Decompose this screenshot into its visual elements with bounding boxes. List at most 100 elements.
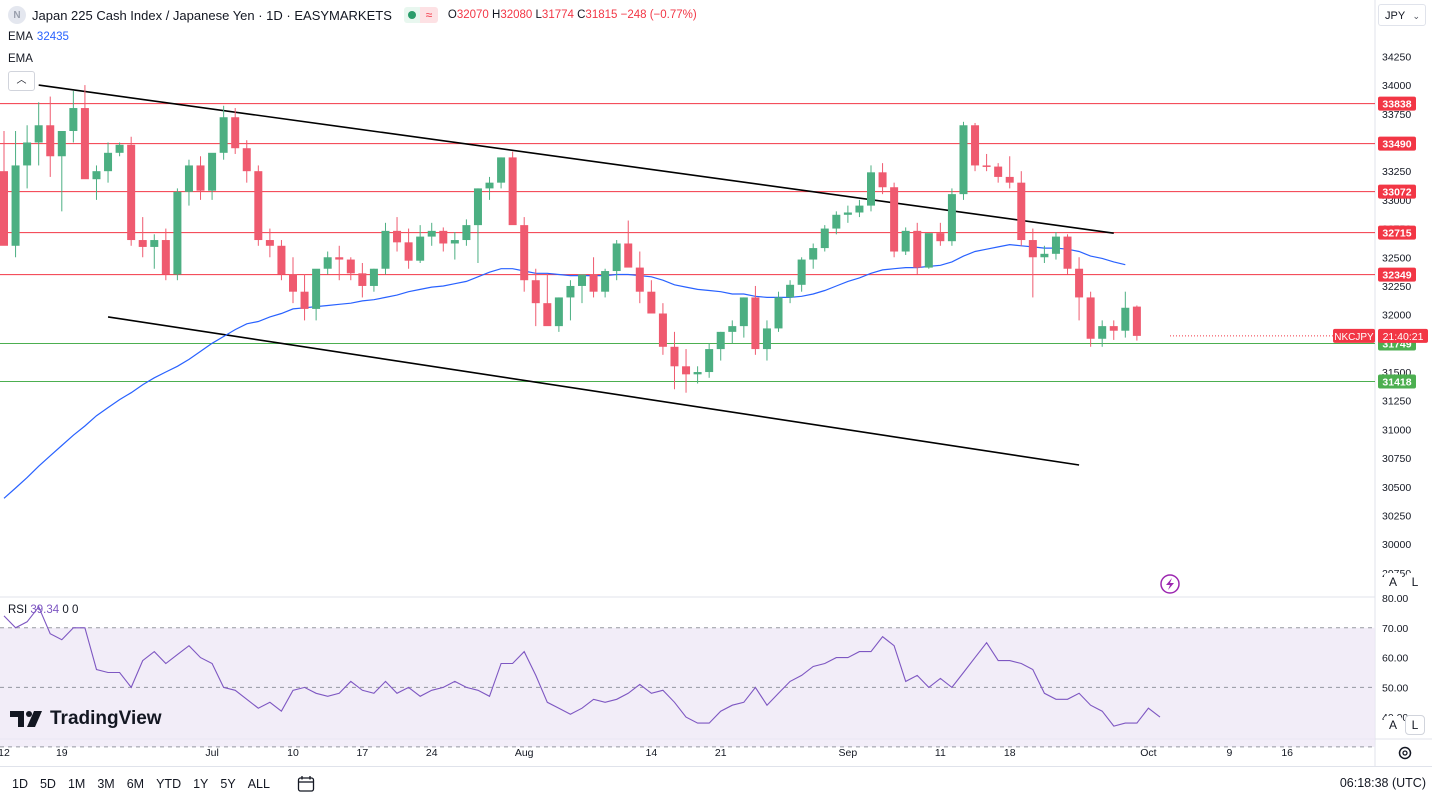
gear-icon[interactable] [1396, 744, 1414, 762]
candle[interactable] [982, 153, 991, 172]
utc-clock[interactable]: 06:18:38 (UTC) [1339, 776, 1426, 790]
candle[interactable] [57, 131, 66, 212]
candle[interactable] [566, 280, 575, 321]
candle[interactable] [1028, 228, 1037, 298]
rsi-auto-scale-button[interactable]: A [1384, 716, 1402, 734]
candle[interactable] [728, 320, 737, 344]
candle[interactable] [867, 165, 875, 212]
candle[interactable] [184, 159, 193, 206]
candle[interactable] [716, 331, 725, 361]
range-6m[interactable]: 6M [126, 777, 145, 791]
candle[interactable] [890, 182, 899, 258]
auto-scale-button[interactable]: A [1384, 573, 1402, 591]
candle[interactable] [797, 257, 806, 292]
candle[interactable] [138, 217, 147, 258]
candle[interactable] [1121, 291, 1130, 338]
candle[interactable] [971, 122, 980, 172]
ema-legend-2[interactable]: EMA [8, 53, 33, 65]
candle[interactable] [786, 280, 795, 304]
candle[interactable] [127, 136, 136, 246]
candle[interactable] [1086, 291, 1095, 347]
candle[interactable] [658, 303, 667, 355]
candle[interactable] [543, 274, 552, 327]
candle[interactable] [346, 257, 355, 281]
candle[interactable] [1075, 257, 1084, 321]
candle[interactable] [161, 228, 170, 281]
candle[interactable] [554, 297, 563, 332]
candle[interactable] [69, 90, 78, 143]
candle[interactable] [1051, 232, 1060, 260]
candle[interactable] [473, 188, 482, 263]
range-1m[interactable]: 1M [67, 777, 86, 791]
candle[interactable] [393, 217, 402, 252]
candle[interactable] [219, 105, 228, 160]
candle[interactable] [427, 222, 436, 246]
candle[interactable] [612, 240, 621, 281]
range-3m[interactable]: 3M [97, 777, 115, 791]
candle[interactable] [647, 280, 656, 314]
candle[interactable] [635, 251, 644, 304]
candle[interactable] [682, 349, 691, 393]
candle[interactable] [578, 274, 586, 304]
candle[interactable] [994, 163, 1003, 183]
market-status[interactable]: ≈ [403, 7, 438, 23]
candle[interactable] [208, 152, 217, 200]
candle[interactable] [265, 228, 274, 258]
candle[interactable] [300, 274, 309, 321]
candle[interactable] [774, 291, 783, 332]
lightning-icon[interactable] [1160, 574, 1180, 594]
candle[interactable] [624, 220, 633, 268]
candle[interactable] [497, 157, 506, 189]
candle[interactable] [959, 121, 968, 200]
candle[interactable] [1040, 245, 1049, 263]
trendline[interactable] [107, 316, 1080, 466]
candle[interactable] [196, 156, 205, 200]
candle[interactable] [589, 257, 598, 298]
rsi-line[interactable] [3, 605, 1161, 727]
candle[interactable] [115, 142, 124, 157]
candle[interactable] [485, 176, 494, 200]
candle[interactable] [601, 268, 610, 298]
candle[interactable] [0, 131, 8, 246]
range-5y[interactable]: 5Y [220, 777, 236, 791]
range-all[interactable]: ALL [247, 777, 270, 791]
candle[interactable] [705, 343, 714, 378]
range-1y[interactable]: 1Y [193, 777, 209, 791]
candle[interactable] [936, 222, 945, 246]
candle[interactable] [843, 205, 852, 223]
candle[interactable] [693, 366, 702, 384]
candle[interactable] [947, 188, 956, 246]
candle[interactable] [104, 142, 113, 183]
range-1d[interactable]: 1D [12, 777, 28, 791]
candle[interactable] [46, 96, 55, 177]
candle[interactable] [878, 163, 887, 195]
candle[interactable] [832, 211, 841, 235]
candle[interactable] [335, 245, 344, 281]
candle[interactable] [809, 243, 818, 269]
candle[interactable] [80, 85, 89, 180]
range-ytd[interactable]: YTD [156, 777, 182, 791]
candle[interactable] [462, 219, 471, 246]
candle[interactable] [277, 240, 286, 281]
candle[interactable] [323, 251, 332, 275]
candle[interactable] [1063, 234, 1072, 275]
candle[interactable] [358, 262, 367, 298]
candle[interactable] [762, 320, 771, 361]
candle[interactable] [23, 125, 32, 189]
candle[interactable] [381, 222, 390, 275]
candle[interactable] [173, 188, 182, 281]
ema-line[interactable] [3, 243, 1126, 499]
candle[interactable] [404, 228, 413, 269]
candle[interactable] [289, 257, 297, 304]
candle[interactable] [820, 225, 829, 252]
rsi-legend[interactable]: RSI 39.34 0 0 [8, 604, 79, 616]
currency-select[interactable]: JPY ⌄ [1378, 4, 1426, 26]
candle[interactable] [34, 102, 43, 166]
candle[interactable] [231, 108, 240, 154]
candle[interactable] [520, 217, 529, 292]
candle[interactable] [1132, 305, 1141, 341]
candle[interactable] [11, 131, 20, 258]
candle[interactable] [1109, 320, 1118, 340]
candle[interactable] [450, 232, 459, 260]
